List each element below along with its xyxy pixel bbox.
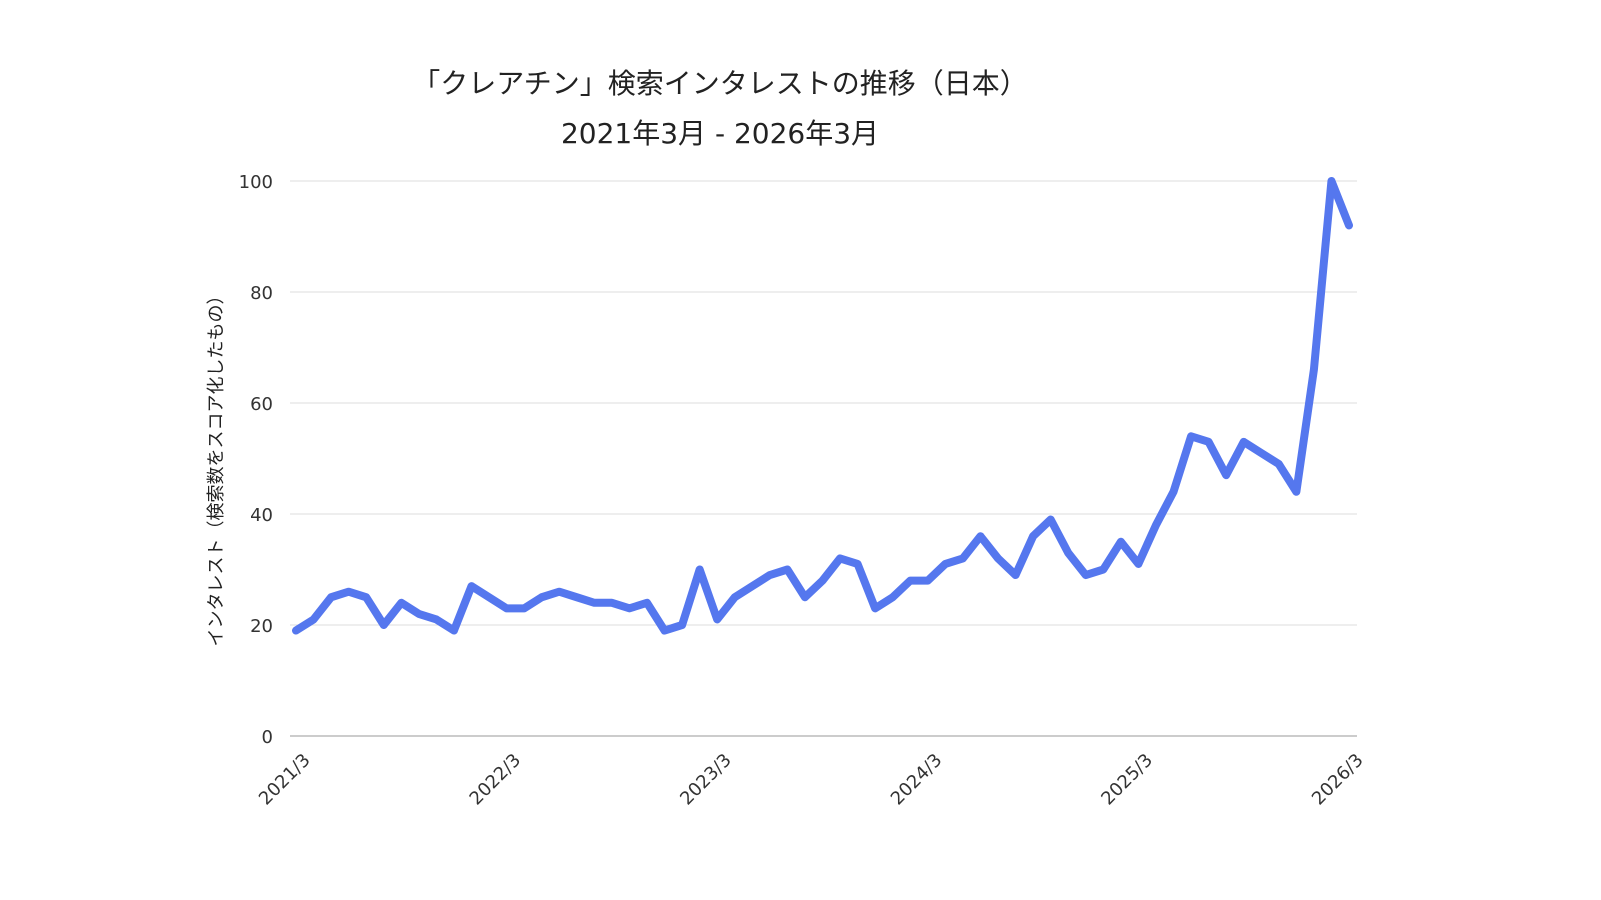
y-tick-label: 0 (262, 727, 273, 748)
x-tick-label: 2026/3 (1308, 750, 1368, 810)
x-tick-label: 2023/3 (676, 750, 736, 810)
x-tick-label: 2025/3 (1097, 750, 1157, 810)
y-axis-label: インタレスト（検索数をスコア化したもの） (206, 287, 227, 647)
x-tick-label: 2024/3 (887, 750, 947, 810)
y-tick-label: 60 (250, 394, 273, 415)
series-line (292, 177, 1353, 635)
x-tick-label: 2022/3 (466, 750, 526, 810)
y-tick-label: 100 (239, 172, 273, 193)
chart-title: 「クレアチン」検索インタレストの推移（日本） (412, 67, 1028, 100)
y-tick-label: 40 (250, 505, 273, 526)
y-tick-label: 20 (250, 616, 273, 637)
chart-subtitle: 2021年3月 - 2026年3月 (560, 117, 880, 150)
x-tick-label: 2021/3 (255, 750, 315, 810)
y-tick-label: 80 (250, 283, 273, 304)
